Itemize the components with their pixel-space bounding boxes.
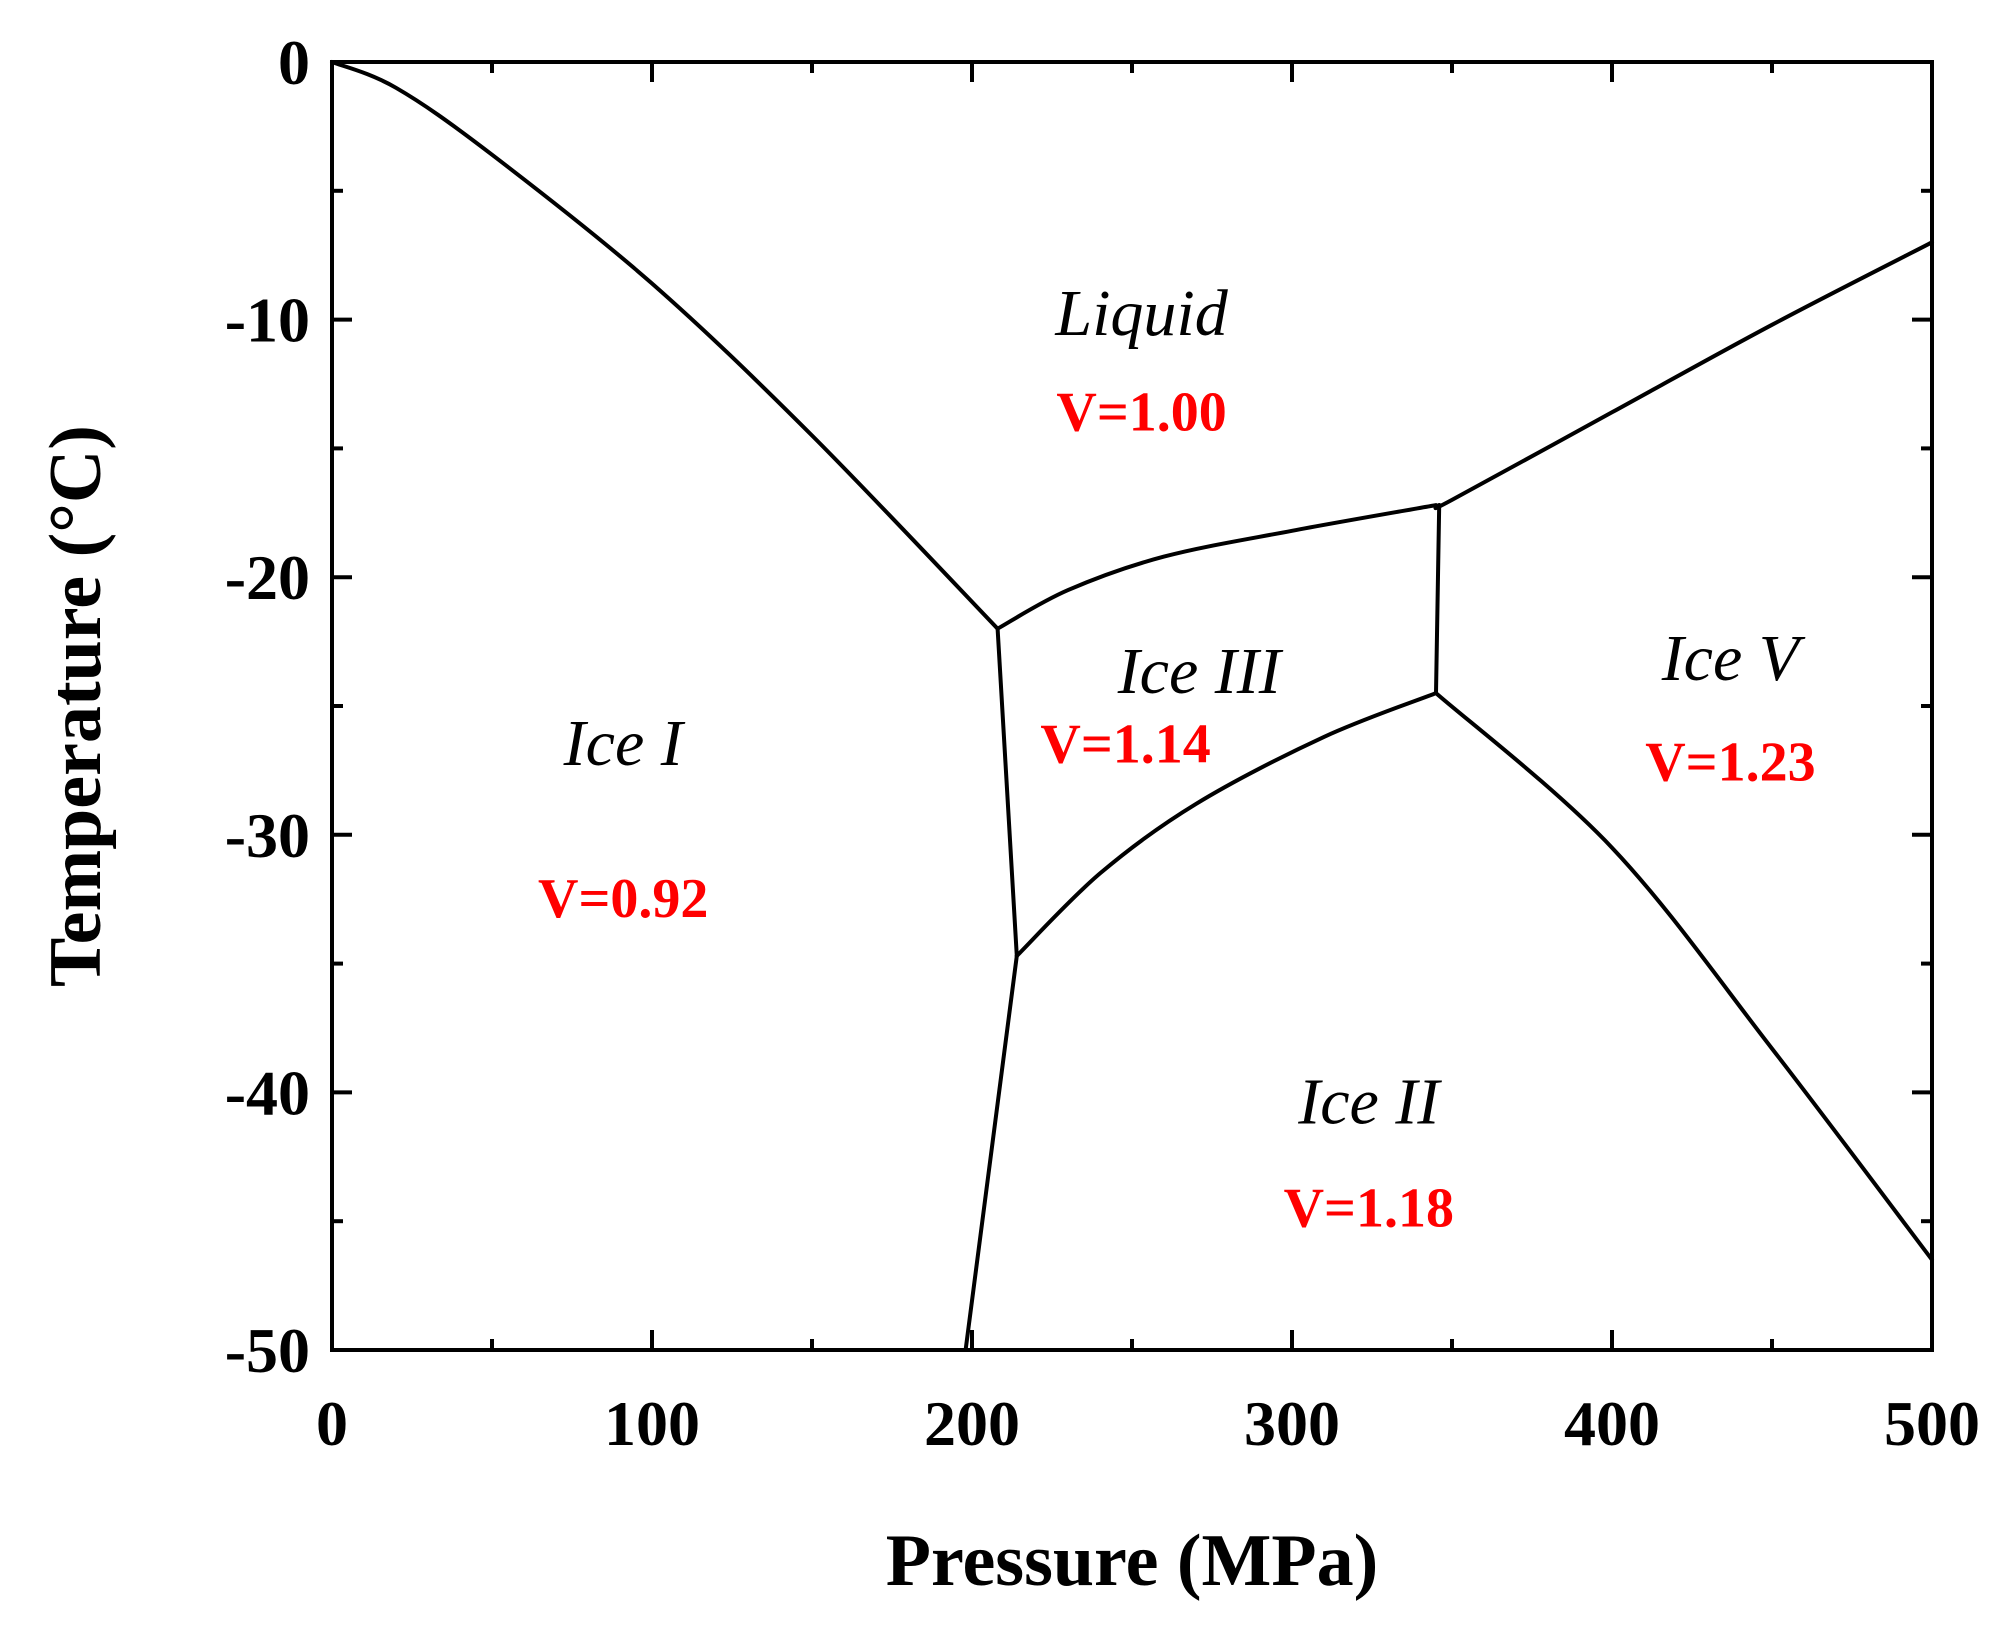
y-tick-label: -20 [225, 542, 310, 613]
phase-label: Ice III [1117, 635, 1284, 708]
x-tick-label: 500 [1884, 1388, 1980, 1459]
phase-label: Ice II [1297, 1065, 1442, 1138]
ticks-group [330, 60, 1934, 1352]
x-axis-title: Pressure (MPa) [886, 1520, 1379, 1602]
phase-boundary-line [1014, 691, 1438, 958]
y-tick-label: 0 [278, 27, 310, 98]
x-tick-label: 400 [1564, 1388, 1660, 1459]
phase-boundary-line [963, 953, 1019, 1352]
x-tick-label: 200 [924, 1388, 1020, 1459]
x-tick-label: 0 [316, 1388, 348, 1459]
volume-label: V=1.23 [1645, 732, 1815, 794]
phase-boundaries [330, 60, 1934, 1352]
x-tick-label: 300 [1244, 1388, 1340, 1459]
phase-label: Ice I [563, 707, 686, 780]
phase-boundary-line [995, 626, 1019, 958]
y-tick-label: -30 [225, 800, 310, 871]
phase-boundary-line [330, 60, 1000, 631]
volume-label: V=0.92 [538, 868, 708, 930]
volume-label: V=1.00 [1056, 381, 1226, 443]
phase-boundary-line [1433, 240, 1934, 511]
y-axis-title: Temperature (°C) [35, 425, 117, 987]
y-tick-label: -40 [225, 1057, 310, 1128]
phase-label: Liquid [1054, 277, 1228, 350]
volume-label: V=1.14 [1040, 714, 1210, 776]
phase-boundary-line [1434, 503, 1442, 696]
volume-label: V=1.18 [1284, 1177, 1454, 1239]
phase-boundary-line [995, 503, 1438, 631]
x-tick-label: 100 [604, 1388, 700, 1459]
tick-labels-group: 0 100 200 300 400 500 0 -10 -20 -30 -40 -50 [225, 27, 1980, 1459]
y-tick-label: -10 [225, 285, 310, 356]
phase-label: Ice V [1661, 622, 1806, 695]
phase-boundary-line [1434, 691, 1934, 1262]
y-tick-label: -50 [225, 1315, 310, 1386]
